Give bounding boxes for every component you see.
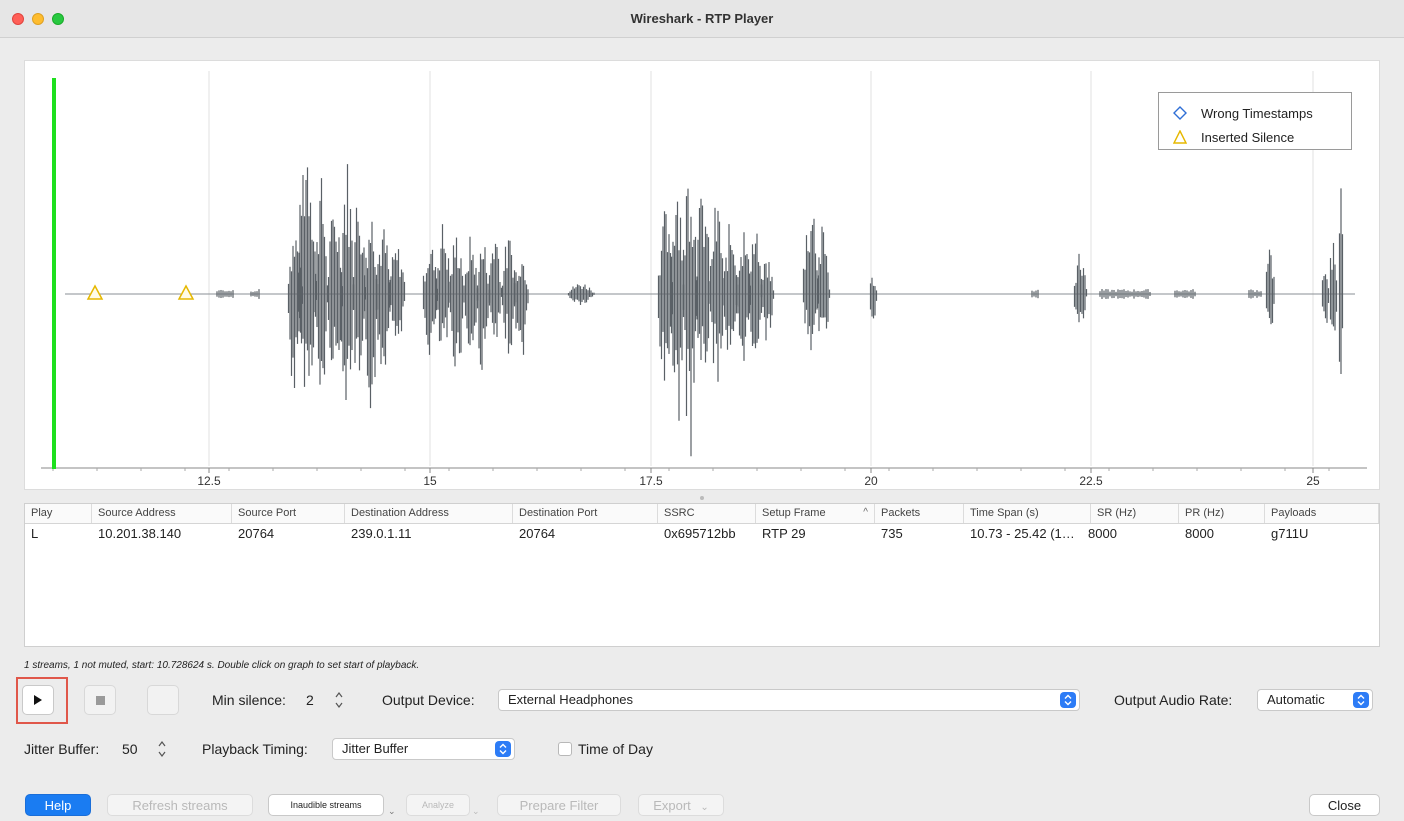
cell-ssrc: 0x695712bb — [664, 526, 736, 541]
close-button[interactable]: Close — [1309, 794, 1380, 816]
legend-inserted-silence: Inserted Silence — [1173, 125, 1351, 149]
column-label: Setup Frame — [762, 507, 826, 519]
table-header: Play Source Address Source Port Destinat… — [25, 504, 1379, 524]
tick-label: 12.5 — [197, 474, 221, 488]
column-header-play[interactable]: Play — [25, 504, 92, 523]
streams-table[interactable]: Play Source Address Source Port Destinat… — [24, 503, 1380, 647]
cell-payloads: g711U — [1271, 526, 1309, 541]
cell-pr: 8000 — [1185, 526, 1214, 541]
prepare-filter-button[interactable]: Prepare Filter — [497, 794, 621, 816]
column-header-destination-port[interactable]: Destination Port — [513, 504, 658, 523]
column-header-destination-address[interactable]: Destination Address — [345, 504, 513, 523]
zoom-window-button[interactable] — [52, 13, 64, 25]
window-title: Wireshark - RTP Player — [630, 11, 774, 26]
column-header-source-address[interactable]: Source Address — [92, 504, 232, 523]
select-chevron-icon — [1353, 692, 1369, 708]
output-audio-rate-select[interactable]: Automatic — [1257, 689, 1373, 711]
refresh-streams-button[interactable]: Refresh streams — [107, 794, 253, 816]
column-header-payloads[interactable]: Payloads — [1265, 504, 1379, 523]
column-header-ssrc[interactable]: SSRC — [658, 504, 756, 523]
close-window-button[interactable] — [12, 13, 24, 25]
export-button[interactable]: Export ⌄ — [638, 794, 724, 816]
triangle-icon — [1173, 130, 1187, 144]
column-header-setup-frame[interactable]: Setup Frame ^ — [756, 504, 875, 523]
play-button[interactable] — [22, 685, 54, 715]
cell-setup-frame: RTP 29 — [762, 526, 806, 541]
help-button[interactable]: Help — [25, 794, 91, 816]
min-silence-stepper[interactable] — [334, 690, 344, 710]
playback-timing-select[interactable]: Jitter Buffer — [332, 738, 515, 760]
column-header-pr[interactable]: PR (Hz) — [1179, 504, 1265, 523]
min-silence-label: Min silence: — [212, 692, 286, 708]
select-chevron-icon — [1060, 692, 1076, 708]
min-silence-spinbox[interactable]: 2 — [306, 692, 314, 708]
status-text: 1 streams, 1 not muted, start: 10.728624… — [24, 660, 420, 671]
stop-icon — [95, 695, 105, 705]
tick-label: 22.5 — [1079, 474, 1103, 488]
column-header-sr[interactable]: SR (Hz) — [1091, 504, 1179, 523]
jitter-buffer-spinbox[interactable]: 50 — [122, 741, 138, 757]
inserted-silence-marker[interactable] — [86, 284, 104, 300]
tick-label: 25 — [1306, 474, 1320, 488]
cell-source-address: 10.201.38.140 — [98, 526, 182, 541]
sort-ascending-icon: ^ — [863, 507, 868, 518]
title-bar: Wireshark - RTP Player — [0, 0, 1404, 38]
chevron-down-icon[interactable]: ⌄ — [388, 806, 396, 816]
cell-sr: 8000 — [1088, 526, 1117, 541]
time-of-day-label: Time of Day — [578, 741, 653, 757]
select-chevron-icon — [495, 741, 511, 757]
time-of-day-checkbox[interactable] — [558, 742, 572, 756]
column-header-packets[interactable]: Packets — [875, 504, 964, 523]
output-device-select[interactable]: External Headphones — [498, 689, 1080, 711]
diamond-icon — [1173, 106, 1187, 120]
output-device-value: External Headphones — [508, 692, 634, 707]
column-header-source-port[interactable]: Source Port — [232, 504, 345, 523]
analyze-button[interactable]: Analyze — [406, 794, 470, 816]
jitter-buffer-label: Jitter Buffer: — [24, 741, 100, 757]
output-audio-rate-label: Output Audio Rate: — [1114, 692, 1233, 708]
inaudible-streams-button[interactable]: Inaudible streams — [268, 794, 384, 816]
tick-label: 17.5 — [639, 474, 663, 488]
tick-label: 15 — [423, 474, 437, 488]
cell-play: L — [31, 526, 39, 541]
legend-label: Wrong Timestamps — [1201, 105, 1313, 121]
jitter-buffer-stepper[interactable] — [157, 739, 167, 759]
skip-silence-button[interactable] — [147, 685, 179, 715]
cell-packets: 735 — [881, 526, 903, 541]
splitter-handle[interactable] — [700, 496, 704, 500]
playback-timing-value: Jitter Buffer — [342, 741, 409, 756]
waveform-svg[interactable]: 12.5 15 17.5 20 22.5 25 — [25, 61, 1381, 491]
graph-legend: Wrong Timestamps Inserted Silence — [1158, 92, 1352, 150]
export-label: Export — [653, 798, 691, 813]
cell-destination-address: 239.0.1.11 — [351, 526, 412, 541]
cell-source-port: 20764 — [238, 526, 275, 541]
table-row[interactable]: L 10.201.38.140 20764 239.0.1.11 20764 0… — [25, 524, 1379, 544]
column-header-time-span[interactable]: Time Span (s) — [964, 504, 1091, 523]
legend-label: Inserted Silence — [1201, 129, 1295, 145]
waveform-graph[interactable]: 12.5 15 17.5 20 22.5 25 Wrong Timestamps Inse… — [24, 60, 1380, 490]
stop-button[interactable] — [84, 685, 116, 715]
cell-time-span: 10.73 - 25.42 (14.69) — [970, 526, 1082, 541]
tick-label: 20 — [864, 474, 878, 488]
output-audio-rate-value: Automatic — [1267, 692, 1325, 707]
legend-wrong-timestamps: Wrong Timestamps — [1173, 101, 1351, 125]
cell-destination-port: 20764 — [519, 526, 556, 541]
chevron-down-icon: ⌄ — [700, 802, 709, 813]
output-device-label: Output Device: — [382, 692, 475, 708]
inserted-silence-marker[interactable] — [177, 284, 195, 300]
playhead[interactable] — [52, 78, 56, 469]
play-button-highlight — [16, 677, 68, 724]
play-icon — [34, 695, 42, 705]
minimize-window-button[interactable] — [32, 13, 44, 25]
playback-timing-label: Playback Timing: — [202, 741, 308, 757]
chevron-down-icon[interactable]: ⌄ — [472, 806, 480, 816]
